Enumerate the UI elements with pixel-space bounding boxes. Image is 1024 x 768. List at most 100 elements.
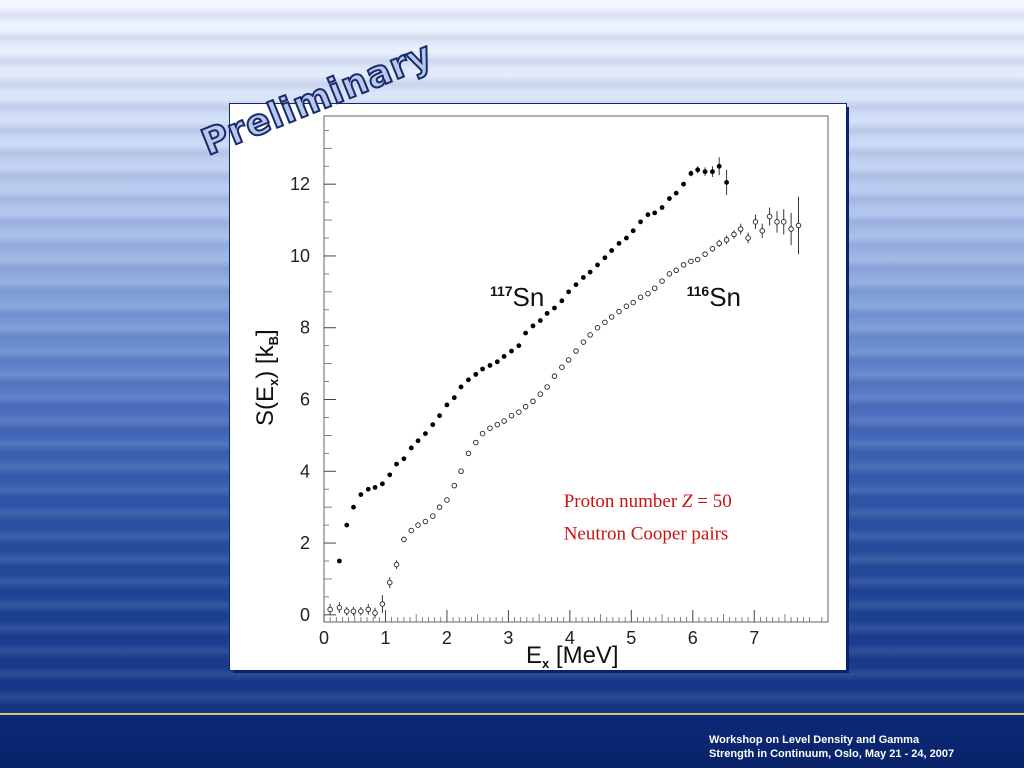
data-point-filled	[645, 212, 651, 218]
data-point-filled	[415, 438, 421, 444]
y-tick-label: 6	[300, 390, 310, 410]
y-tick-label: 8	[300, 318, 310, 338]
data-point-open	[623, 303, 630, 309]
data-point-filled	[466, 377, 471, 383]
data-point-open	[745, 235, 751, 241]
isotope-label-116: 116Sn	[687, 282, 741, 312]
data-point-filled	[595, 262, 600, 268]
data-point-open	[694, 256, 701, 263]
data-point-filled	[659, 205, 665, 210]
data-point-open	[473, 439, 479, 446]
footer-line-1: Workshop on Level Density and Gamma	[709, 734, 920, 746]
data-point-open	[594, 324, 601, 331]
y-tick-label: 10	[290, 246, 310, 266]
x-tick-label: 1	[380, 628, 390, 648]
plot-area-box	[323, 115, 829, 623]
data-point-open	[537, 391, 544, 397]
data-point-filled	[509, 348, 514, 354]
data-point-filled	[358, 492, 364, 498]
data-point-filled	[580, 275, 586, 280]
data-point-filled	[552, 305, 557, 311]
data-point-open	[673, 267, 679, 274]
data-point-filled	[624, 235, 629, 241]
data-point-filled	[365, 486, 371, 492]
footer-band	[0, 715, 1024, 768]
data-point-filled	[638, 219, 643, 225]
isotope-label-117: 117Sn	[490, 282, 544, 312]
data-point-open	[327, 606, 333, 613]
data-point-filled	[430, 422, 436, 428]
data-point-filled	[688, 171, 694, 176]
data-point-open	[587, 332, 593, 338]
data-point-filled	[630, 228, 636, 234]
data-point-open	[666, 271, 673, 277]
data-point-filled	[458, 384, 464, 390]
y-tick-label: 12	[290, 174, 310, 194]
data-point-filled	[609, 248, 615, 253]
x-tick-label: 7	[749, 628, 759, 648]
data-point-open	[479, 430, 486, 437]
data-point-filled	[667, 196, 672, 201]
data-point-open	[559, 364, 565, 370]
data-point-open	[659, 278, 665, 284]
data-point-open	[508, 412, 515, 419]
chart-frame: 0 1 2 3 4 5 6 7 0 2 4 6 8 10 12 Ex [MeV] S(Ex) [kB] 117S…	[230, 104, 846, 670]
data-point-open	[487, 425, 493, 431]
data-point-open	[372, 610, 378, 616]
footer-caption: Workshop on Level Density and Gamma Stre…	[709, 733, 1009, 761]
data-point-filled	[681, 181, 686, 187]
data-point-filled	[587, 269, 593, 275]
data-point-filled	[516, 343, 522, 349]
data-point-open	[630, 299, 636, 306]
data-point-filled	[616, 240, 622, 246]
data-point-open	[573, 348, 579, 354]
data-point-filled	[716, 163, 722, 169]
data-point-open	[774, 219, 780, 225]
data-point-filled	[494, 359, 500, 365]
data-point-filled	[537, 318, 543, 323]
proton-number-note: Proton number Z = 50	[564, 491, 732, 512]
data-point-filled	[523, 330, 528, 336]
data-point-open	[795, 222, 802, 229]
data-point-open	[336, 604, 343, 611]
data-point-open	[788, 226, 794, 232]
data-point-open	[544, 384, 550, 390]
data-point-open	[522, 403, 529, 410]
data-point-filled	[336, 558, 342, 564]
data-point-filled	[566, 289, 572, 295]
data-point-open	[422, 518, 429, 525]
data-point-open	[709, 246, 716, 252]
cooper-pairs-note: Neutron Cooper pairs	[564, 523, 729, 544]
data-point-filled	[702, 169, 708, 175]
x-tick-label: 3	[503, 628, 513, 648]
data-point-open	[350, 608, 357, 614]
data-point-filled	[451, 395, 457, 401]
data-point-open	[651, 285, 658, 292]
data-point-open	[766, 213, 773, 220]
footer-line-2: Strength in Continuum, Oslo, May 21 - 24…	[709, 748, 955, 760]
x-tick-label: 4	[565, 628, 575, 648]
x-tick-label: 5	[626, 628, 636, 648]
data-point-open	[430, 513, 436, 519]
data-point-open	[737, 226, 744, 232]
y-axis-label: S(Ex) [kB]	[252, 329, 281, 426]
data-point-open	[680, 262, 687, 268]
data-point-open	[365, 606, 372, 613]
data-point-open	[415, 522, 421, 528]
data-point-open	[516, 409, 522, 415]
data-point-filled	[724, 179, 729, 185]
x-tick-label: 2	[442, 628, 452, 648]
data-point-filled	[710, 169, 715, 175]
data-point-open	[688, 258, 694, 265]
data-point-filled	[473, 371, 479, 377]
data-point-open	[602, 319, 608, 326]
data-point-open	[731, 231, 737, 238]
data-point-open	[379, 601, 386, 607]
data-point-filled	[351, 504, 356, 510]
x-tick-label: 6	[688, 628, 698, 648]
data-point-filled	[573, 282, 579, 288]
data-point-filled	[480, 366, 485, 372]
data-point-filled	[372, 485, 378, 490]
data-point-filled	[602, 255, 608, 261]
